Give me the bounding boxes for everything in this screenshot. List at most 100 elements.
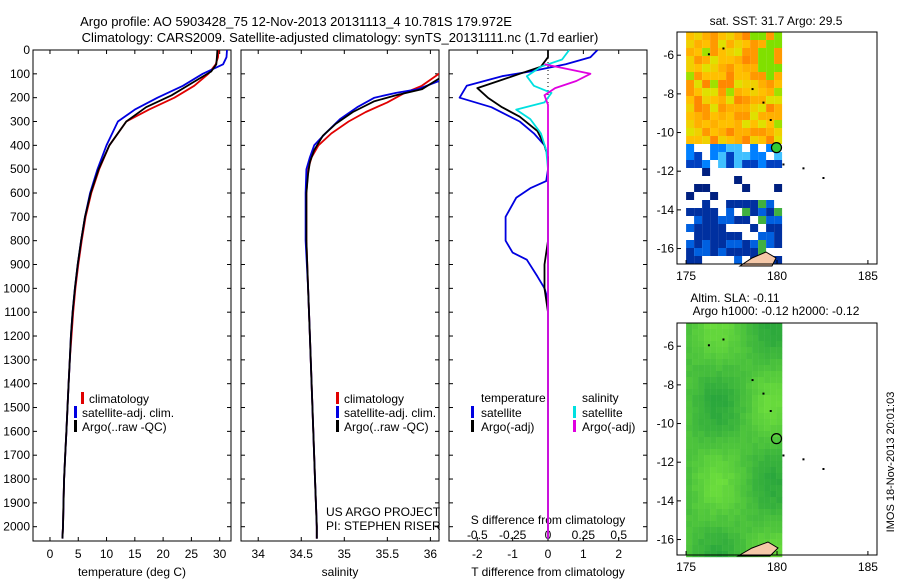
sla-cell bbox=[686, 509, 692, 515]
sst-cell bbox=[694, 40, 702, 48]
sla-cell bbox=[776, 353, 782, 359]
sla-cell bbox=[710, 383, 716, 389]
sla-cell bbox=[692, 401, 698, 407]
sla-cell bbox=[758, 401, 764, 407]
sla-cell bbox=[710, 437, 716, 443]
sla-cell bbox=[764, 365, 770, 371]
sla-cell bbox=[728, 353, 734, 359]
temperature-legend: climatology satellite-adj. clim. Argo(..… bbox=[74, 392, 174, 434]
sla-cell bbox=[746, 497, 752, 503]
sla-cell bbox=[770, 395, 776, 401]
sla-cell bbox=[716, 539, 722, 545]
sst-cell bbox=[734, 176, 742, 184]
sla-cell bbox=[704, 491, 710, 497]
sla-cell bbox=[752, 485, 758, 491]
sla-cell bbox=[728, 383, 734, 389]
sla-cell bbox=[734, 461, 740, 467]
sla-cell bbox=[686, 497, 692, 503]
y-tick-label: 800 bbox=[10, 234, 30, 248]
sla-cell bbox=[686, 329, 692, 335]
map-x-tick-label: 175 bbox=[676, 269, 696, 283]
sla-cell bbox=[722, 461, 728, 467]
sla-cell bbox=[704, 551, 710, 557]
series-line-climatology bbox=[62, 50, 218, 539]
sst-cell bbox=[694, 88, 702, 96]
sla-cell bbox=[728, 533, 734, 539]
sla-cell bbox=[746, 509, 752, 515]
sla-cell bbox=[716, 419, 722, 425]
sla-cell bbox=[740, 335, 746, 341]
sla-cell bbox=[728, 323, 734, 329]
island-speck bbox=[822, 468, 824, 470]
sst-cell bbox=[774, 72, 782, 80]
x-tick-label: 1 bbox=[580, 547, 587, 561]
sla-cell bbox=[722, 419, 728, 425]
sst-cell bbox=[734, 248, 742, 256]
sla-cell bbox=[710, 539, 716, 545]
sst-cell bbox=[734, 120, 742, 128]
sla-cell bbox=[710, 461, 716, 467]
sst-cell bbox=[766, 240, 774, 248]
series-line-satellite-adj-clim- bbox=[306, 69, 448, 538]
sst-cell bbox=[694, 160, 702, 168]
sla-cell bbox=[710, 407, 716, 413]
sla-cell bbox=[704, 407, 710, 413]
sla-cell bbox=[692, 485, 698, 491]
sla-cell bbox=[716, 347, 722, 353]
sst-cell bbox=[734, 112, 742, 120]
sst-cell bbox=[702, 160, 710, 168]
sla-cell bbox=[704, 401, 710, 407]
sla-cell bbox=[752, 431, 758, 437]
sla-cell bbox=[752, 323, 758, 329]
sla-cell bbox=[734, 425, 740, 431]
sst-cell bbox=[774, 80, 782, 88]
sla-cell bbox=[698, 455, 704, 461]
sla-cell bbox=[728, 419, 734, 425]
sla-cell bbox=[686, 371, 692, 377]
sst-cell bbox=[766, 224, 774, 232]
sst-cell bbox=[718, 136, 726, 144]
legend-label-sal-satellite: satellite bbox=[582, 406, 623, 420]
sst-cell bbox=[758, 160, 766, 168]
sst-cell bbox=[726, 96, 734, 104]
sst-cell bbox=[750, 248, 758, 256]
sst-cell bbox=[702, 56, 710, 64]
sla-cell bbox=[710, 353, 716, 359]
sla-cell bbox=[692, 467, 698, 473]
sst-cell bbox=[686, 32, 694, 40]
sla-cell bbox=[752, 491, 758, 497]
sla-cell bbox=[716, 395, 722, 401]
sst-cell bbox=[766, 136, 774, 144]
y-tick-label: 0 bbox=[23, 43, 30, 57]
sla-cell bbox=[764, 347, 770, 353]
sla-cell bbox=[764, 533, 770, 539]
sla-cell bbox=[710, 533, 716, 539]
sst-cell bbox=[750, 240, 758, 248]
legend-label-satellite-adj: satellite-adj. clim. bbox=[344, 406, 436, 420]
sla-cell bbox=[692, 359, 698, 365]
sla-cell bbox=[698, 509, 704, 515]
sla-cell bbox=[758, 329, 764, 335]
sla-cell bbox=[692, 347, 698, 353]
sla-cell bbox=[734, 503, 740, 509]
sla-cell bbox=[752, 389, 758, 395]
sla-cell bbox=[710, 359, 716, 365]
sla-cell bbox=[776, 323, 782, 329]
sla-cell bbox=[686, 551, 692, 557]
sla-cell bbox=[746, 341, 752, 347]
sla-cell bbox=[776, 377, 782, 383]
sla-cell bbox=[752, 395, 758, 401]
sst-cell bbox=[750, 128, 758, 136]
sst-cell bbox=[750, 96, 758, 104]
sst-cell bbox=[702, 64, 710, 72]
sla-cell bbox=[734, 323, 740, 329]
sla-cell bbox=[758, 503, 764, 509]
sla-cell bbox=[704, 503, 710, 509]
sst-cell bbox=[694, 32, 702, 40]
sst-cell bbox=[734, 72, 742, 80]
sla-cell bbox=[776, 497, 782, 503]
sla-cell bbox=[740, 347, 746, 353]
sla-cell bbox=[776, 419, 782, 425]
sla-cell bbox=[746, 389, 752, 395]
sst-cell bbox=[718, 72, 726, 80]
